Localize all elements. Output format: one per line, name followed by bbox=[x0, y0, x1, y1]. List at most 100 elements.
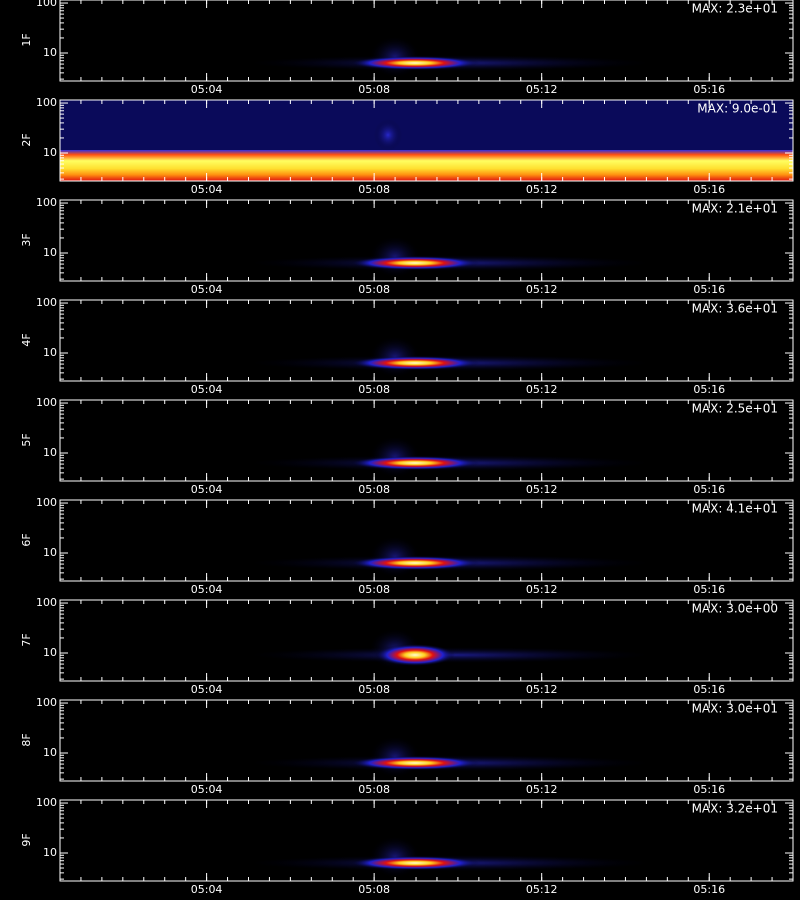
panel: 10 100 05:04 05:08 05:12 05:16 5F MAX: 2.5e+01 bbox=[20, 396, 794, 496]
y-tick-label: 10 bbox=[43, 146, 57, 159]
burst bbox=[350, 456, 480, 470]
y-axis-label: 6F bbox=[20, 533, 33, 546]
panel: 10 100 05:04 05:08 05:12 05:16 8F MAX: 3.0e+01 bbox=[20, 696, 794, 796]
x-tick-label: 05:04 bbox=[191, 683, 223, 696]
x-tick-label: 05:04 bbox=[191, 183, 223, 196]
y-tick-label: 10 bbox=[43, 246, 57, 259]
plot-frame bbox=[59, 799, 794, 882]
x-tick-label: 05:12 bbox=[526, 183, 558, 196]
y-tick-label: 10 bbox=[43, 546, 57, 559]
spectrogram-image bbox=[60, 100, 793, 181]
y-axis-label: 2F bbox=[20, 133, 33, 146]
y-axis-label: 4F bbox=[20, 333, 33, 346]
plot-frame bbox=[59, 0, 794, 82]
y-axis-label: 3F bbox=[20, 233, 33, 246]
x-tick-label: 05:12 bbox=[526, 783, 558, 796]
x-tick-label: 05:08 bbox=[358, 83, 390, 96]
max-annotation: MAX: 2.3e+01 bbox=[692, 2, 778, 16]
panel: 10 100 05:04 05:08 05:12 05:16 9F MAX: 3.2e+01 bbox=[20, 796, 794, 896]
panel: 10 100 05:04 05:08 05:12 05:16 2F MAX: 9.0e-01 bbox=[20, 96, 794, 196]
panel: 10 100 05:04 05:08 05:12 05:16 1F MAX: 2.3e+01 bbox=[20, 0, 794, 96]
x-tick-label: 05:16 bbox=[693, 783, 725, 796]
y-axis-label: 9F bbox=[20, 833, 33, 846]
spectrogram-image bbox=[250, 37, 650, 77]
y-tick-label: 100 bbox=[36, 596, 57, 609]
y-tick-label: 100 bbox=[36, 0, 57, 9]
x-tick-label: 05:08 bbox=[358, 583, 390, 596]
x-tick-label: 05:16 bbox=[693, 483, 725, 496]
max-annotation: MAX: 3.6e+01 bbox=[692, 302, 778, 316]
x-tick-label: 05:04 bbox=[191, 883, 223, 896]
x-tick-label: 05:04 bbox=[191, 483, 223, 496]
y-tick-label: 10 bbox=[43, 746, 57, 759]
burst bbox=[350, 356, 480, 370]
x-tick-label: 05:04 bbox=[191, 83, 223, 96]
x-tick-label: 05:16 bbox=[693, 83, 725, 96]
max-annotation: MAX: 3.0e+00 bbox=[692, 602, 778, 616]
x-tick-label: 05:16 bbox=[693, 583, 725, 596]
x-tick-label: 05:16 bbox=[693, 283, 725, 296]
y-tick-label: 10 bbox=[43, 846, 57, 859]
x-tick-label: 05:08 bbox=[358, 183, 390, 196]
max-annotation: MAX: 3.0e+01 bbox=[692, 702, 778, 716]
y-axis-label: 7F bbox=[20, 633, 33, 646]
intensity-band bbox=[60, 150, 793, 181]
max-annotation: MAX: 9.0e-01 bbox=[697, 102, 778, 116]
spectrogram-image bbox=[250, 629, 650, 669]
x-tick-label: 05:12 bbox=[526, 583, 558, 596]
x-tick-label: 05:08 bbox=[358, 783, 390, 796]
y-axis-label: 5F bbox=[20, 433, 33, 446]
y-tick-label: 10 bbox=[43, 446, 57, 459]
x-tick-label: 05:08 bbox=[358, 683, 390, 696]
max-annotation: MAX: 4.1e+01 bbox=[692, 502, 778, 516]
y-tick-label: 100 bbox=[36, 296, 57, 309]
x-tick-label: 05:12 bbox=[526, 483, 558, 496]
x-tick-label: 05:12 bbox=[526, 683, 558, 696]
burst bbox=[350, 856, 480, 870]
plot-frame bbox=[59, 399, 794, 482]
spectrogram-image bbox=[250, 437, 650, 477]
y-tick-label: 100 bbox=[36, 96, 57, 109]
x-tick-label: 05:16 bbox=[693, 183, 725, 196]
y-axis-label: 1F bbox=[20, 33, 33, 46]
plot-frame bbox=[59, 299, 794, 382]
spectrogram-image bbox=[250, 737, 650, 777]
x-tick-label: 05:04 bbox=[191, 383, 223, 396]
spectrogram-image bbox=[250, 537, 650, 577]
plot-frame bbox=[59, 99, 794, 182]
y-tick-label: 100 bbox=[36, 196, 57, 209]
x-tick-label: 05:08 bbox=[358, 383, 390, 396]
x-tick-label: 05:04 bbox=[191, 783, 223, 796]
y-axis-label: 8F bbox=[20, 733, 33, 746]
x-tick-label: 05:08 bbox=[358, 283, 390, 296]
burst bbox=[350, 56, 480, 70]
y-tick-label: 10 bbox=[43, 346, 57, 359]
plot-frame bbox=[59, 199, 794, 282]
burst bbox=[350, 256, 480, 270]
x-tick-label: 05:16 bbox=[693, 883, 725, 896]
x-tick-label: 05:08 bbox=[358, 883, 390, 896]
spectrogram-image bbox=[250, 837, 650, 877]
x-tick-label: 05:12 bbox=[526, 883, 558, 896]
spectrogram-image bbox=[250, 237, 650, 277]
panel: 10 100 05:04 05:08 05:12 05:16 4F MAX: 3.6e+01 bbox=[20, 296, 794, 396]
y-tick-label: 100 bbox=[36, 396, 57, 409]
x-tick-label: 05:16 bbox=[693, 683, 725, 696]
plot-frame bbox=[59, 699, 794, 782]
panel: 10 100 05:04 05:08 05:12 05:16 3F MAX: 2.1e+01 bbox=[20, 196, 794, 296]
x-tick-label: 05:12 bbox=[526, 283, 558, 296]
plot-frame bbox=[59, 599, 794, 682]
x-tick-label: 05:12 bbox=[526, 83, 558, 96]
y-tick-label: 100 bbox=[36, 696, 57, 709]
burst bbox=[350, 556, 480, 570]
plot-frame bbox=[59, 499, 794, 582]
y-tick-label: 10 bbox=[43, 46, 57, 59]
x-tick-label: 05:16 bbox=[693, 383, 725, 396]
x-tick-label: 05:12 bbox=[526, 383, 558, 396]
x-tick-label: 05:04 bbox=[191, 283, 223, 296]
haze bbox=[374, 119, 402, 151]
burst bbox=[375, 644, 455, 666]
panel: 10 100 05:04 05:08 05:12 05:16 7F MAX: 3.0e+00 bbox=[20, 596, 794, 696]
max-annotation: MAX: 3.2e+01 bbox=[692, 802, 778, 816]
